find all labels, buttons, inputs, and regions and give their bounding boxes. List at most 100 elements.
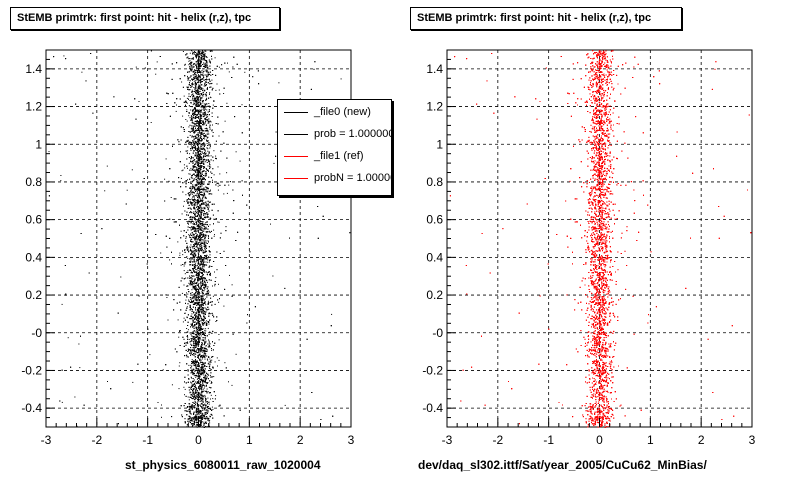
scatter-point (188, 299, 190, 301)
scatter-point (198, 318, 200, 320)
scatter-point (195, 330, 197, 332)
scatter-point (187, 250, 189, 251)
scatter-point (199, 135, 201, 137)
scatter-point (204, 167, 206, 169)
scatter-point (185, 194, 187, 196)
scatter-point (194, 288, 196, 290)
scatter-point (185, 119, 187, 120)
scatter-point (200, 84, 202, 86)
scatter-point (218, 359, 220, 361)
scatter-point (197, 98, 198, 100)
scatter-point (191, 192, 193, 194)
scatter-point (199, 59, 201, 61)
scatter-point (199, 247, 201, 249)
scatter-point (195, 125, 197, 127)
scatter-point (196, 134, 198, 136)
scatter-point (209, 358, 211, 360)
scatter-point (180, 264, 182, 266)
scatter-point (200, 402, 202, 404)
scatter-point (200, 317, 202, 319)
scatter-point (202, 177, 204, 179)
scatter-point (199, 70, 201, 71)
scatter-point (186, 271, 188, 273)
scatter-point (188, 141, 190, 143)
scatter-point (206, 248, 207, 249)
scatter-point (179, 252, 181, 254)
scatter-point (212, 367, 214, 369)
scatter-point (202, 59, 204, 61)
scatter-point (226, 172, 228, 174)
scatter-point (200, 134, 202, 136)
scatter-point (194, 201, 196, 203)
scatter-point (205, 340, 207, 342)
scatter-point (197, 229, 199, 231)
scatter-point (331, 313, 333, 315)
scatter-point (195, 207, 197, 208)
scatter-point (196, 330, 198, 332)
scatter-point (204, 56, 206, 58)
scatter-point (207, 401, 209, 403)
scatter-point (179, 254, 181, 256)
scatter-point (188, 143, 189, 145)
scatter-point (200, 182, 202, 184)
scatter-point (194, 281, 196, 283)
scatter-point (193, 80, 195, 82)
scatter-point (209, 163, 210, 165)
scatter-point (191, 271, 192, 273)
scatter-point (190, 183, 192, 185)
scatter-point (183, 317, 185, 319)
scatter-point (205, 414, 207, 415)
scatter-point (217, 221, 219, 223)
scatter-point (193, 260, 195, 262)
scatter-point (201, 231, 203, 233)
scatter-point (180, 151, 181, 153)
scatter-point (231, 284, 233, 286)
scatter-point (203, 147, 205, 149)
scatter-point (194, 150, 195, 152)
scatter-point (205, 353, 207, 355)
scatter-point (191, 385, 193, 387)
scatter-point (189, 212, 190, 214)
scatter-point (195, 229, 197, 230)
scatter-point (170, 197, 172, 198)
scatter-point (202, 405, 204, 407)
scatter-point (193, 132, 195, 134)
scatter-point (198, 93, 200, 95)
scatter-point (206, 378, 207, 380)
scatter-point (185, 261, 187, 263)
scatter-point (199, 140, 201, 142)
scatter-point (195, 231, 197, 233)
scatter-point (202, 307, 204, 309)
scatter-point (191, 365, 193, 367)
scatter-point (201, 392, 203, 394)
scatter-point (193, 76, 195, 78)
scatter-point (209, 92, 211, 94)
scatter-point (186, 285, 188, 287)
scatter-point (191, 66, 193, 68)
scatter-point (194, 88, 196, 89)
scatter-point (195, 191, 196, 192)
scatter-point (211, 116, 213, 117)
scatter-point (188, 173, 190, 175)
scatter-point (197, 252, 199, 254)
scatter-point (200, 262, 202, 264)
scatter-point (183, 205, 184, 207)
scatter-point (205, 311, 207, 313)
scatter-point (191, 289, 193, 291)
scatter-point (60, 180, 62, 182)
scatter-point (202, 250, 204, 252)
scatter-point (208, 103, 210, 104)
scatter-point (193, 270, 195, 271)
scatter-point (198, 389, 200, 391)
scatter-point (195, 175, 197, 177)
scatter-point (193, 301, 195, 303)
scatter-point (198, 289, 200, 291)
scatter-point (200, 414, 202, 416)
scatter-point (191, 325, 192, 327)
scatter-point (193, 267, 194, 269)
scatter-point (197, 132, 199, 134)
scatter-point (189, 76, 191, 78)
scatter-point (223, 193, 225, 195)
scatter-point (204, 408, 206, 410)
scatter-point (197, 393, 199, 395)
